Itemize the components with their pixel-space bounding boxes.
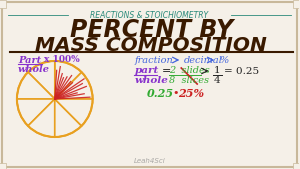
Text: REACTIONS & STOICHIOMETRY: REACTIONS & STOICHIOMETRY (90, 11, 208, 20)
Wedge shape (28, 61, 55, 99)
Text: Leah4Sci: Leah4Sci (134, 158, 165, 164)
Text: MASS COMPOSITION: MASS COMPOSITION (35, 36, 267, 55)
Wedge shape (17, 99, 55, 126)
Text: decimal: decimal (184, 56, 223, 65)
Text: part: part (134, 66, 159, 75)
Text: 2  slides: 2 slides (169, 66, 210, 75)
Wedge shape (55, 61, 82, 99)
Text: 4: 4 (214, 76, 221, 85)
Wedge shape (55, 99, 82, 137)
Text: PERCENT BY: PERCENT BY (70, 18, 233, 42)
Wedge shape (55, 99, 93, 126)
Text: =: = (161, 66, 171, 76)
Wedge shape (28, 99, 55, 137)
Text: 8  slices: 8 slices (169, 76, 209, 85)
Text: fraction: fraction (134, 56, 173, 65)
Text: 25%: 25% (178, 88, 204, 99)
Bar (0, 163, 6, 169)
Text: whole: whole (18, 65, 50, 74)
Bar (0, 0, 6, 8)
Text: 1: 1 (214, 66, 221, 75)
Bar (293, 163, 300, 169)
Text: %: % (219, 56, 228, 65)
Wedge shape (55, 72, 93, 99)
Text: x 100%: x 100% (44, 54, 80, 64)
Bar (293, 0, 300, 8)
Text: •: • (172, 88, 179, 98)
Text: whole: whole (134, 76, 168, 85)
Text: = 0.25: = 0.25 (224, 66, 259, 76)
Text: 0.25: 0.25 (146, 88, 173, 99)
Wedge shape (17, 72, 55, 99)
Text: Part: Part (18, 56, 41, 65)
